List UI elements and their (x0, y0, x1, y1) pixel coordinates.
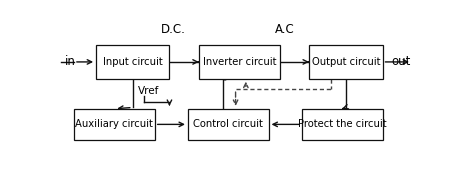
Text: Inverter circuit: Inverter circuit (202, 57, 276, 67)
FancyBboxPatch shape (74, 109, 155, 140)
FancyBboxPatch shape (309, 45, 383, 79)
Text: D.C.: D.C. (161, 23, 185, 36)
Text: Output circuit: Output circuit (311, 57, 380, 67)
Text: Protect the circuit: Protect the circuit (298, 119, 386, 129)
FancyBboxPatch shape (188, 109, 269, 140)
FancyBboxPatch shape (301, 109, 383, 140)
Text: in: in (65, 55, 76, 68)
Text: A.C: A.C (275, 23, 295, 36)
Text: out: out (392, 55, 411, 68)
Text: Input circuit: Input circuit (103, 57, 163, 67)
Text: Vref: Vref (138, 86, 160, 96)
FancyBboxPatch shape (199, 45, 280, 79)
Text: Control circuit: Control circuit (193, 119, 263, 129)
FancyBboxPatch shape (96, 45, 170, 79)
Text: Auxiliary circuit: Auxiliary circuit (75, 119, 153, 129)
